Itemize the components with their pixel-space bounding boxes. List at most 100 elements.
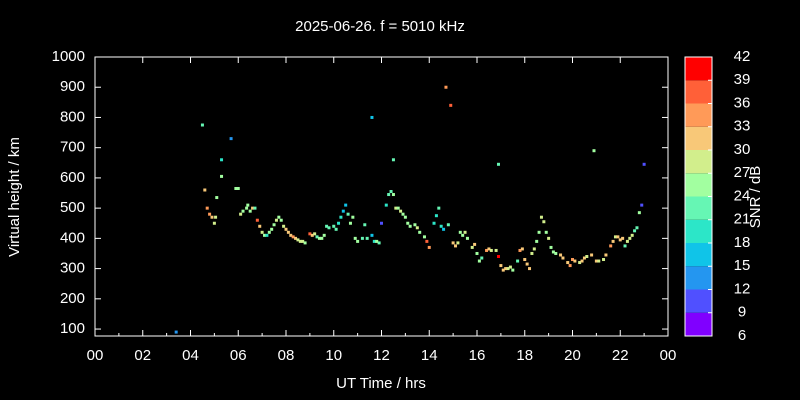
colorbar-band	[685, 243, 712, 267]
data-point	[496, 162, 500, 166]
data-point	[356, 239, 360, 243]
x-tick-label: 10	[325, 347, 342, 364]
data-point	[239, 212, 243, 216]
data-point	[418, 230, 422, 234]
data-point	[582, 256, 586, 260]
data-point	[317, 236, 321, 240]
colorbar-band	[685, 126, 712, 150]
data-point	[544, 230, 548, 234]
data-point	[494, 248, 498, 252]
data-point	[174, 330, 178, 334]
data-point	[623, 244, 627, 248]
x-tick-label: 22	[612, 347, 629, 364]
y-tick-label: 200	[60, 290, 85, 307]
x-tick-label: 04	[182, 347, 199, 364]
y-tick-label: 400	[60, 229, 85, 246]
data-point	[571, 258, 574, 262]
data-point	[616, 235, 620, 239]
data-point	[585, 255, 589, 259]
data-point	[320, 236, 324, 240]
data-point	[220, 158, 224, 162]
data-point	[401, 212, 405, 216]
data-point	[229, 137, 233, 141]
x-tick-label: 08	[278, 347, 295, 364]
data-point	[365, 236, 369, 240]
data-point	[613, 235, 617, 239]
data-point	[516, 259, 520, 263]
data-point	[525, 262, 529, 266]
data-point	[415, 226, 419, 230]
data-point	[399, 209, 403, 213]
colorbar-band	[685, 312, 712, 336]
data-point	[274, 218, 278, 222]
colorbar-tick-label: 9	[738, 304, 746, 321]
chart-title: 2025-06-26. f = 5010 kHz	[295, 18, 465, 35]
data-point	[236, 186, 240, 190]
data-point	[609, 244, 613, 248]
data-point	[539, 215, 543, 219]
data-point	[532, 247, 536, 251]
y-tick-label: 900	[60, 78, 85, 95]
data-point	[286, 230, 290, 234]
data-point	[637, 211, 641, 215]
colorbar-tick-label: 6	[738, 327, 746, 344]
data-point	[396, 206, 400, 210]
data-point	[344, 203, 348, 207]
data-point	[406, 221, 410, 225]
data-point	[220, 174, 224, 178]
data-point	[277, 215, 281, 219]
data-point	[208, 212, 212, 216]
x-tick-label: 18	[516, 347, 533, 364]
data-point	[511, 268, 515, 272]
data-point	[241, 209, 245, 213]
data-point	[313, 232, 317, 236]
data-point	[332, 224, 336, 228]
data-point	[370, 115, 374, 119]
data-point	[449, 103, 453, 107]
data-point	[520, 247, 524, 251]
data-point	[573, 259, 577, 263]
data-point	[611, 239, 615, 243]
x-tick-label: 16	[469, 347, 486, 364]
data-point	[246, 203, 250, 207]
colorbar-tick-label: 27	[734, 164, 751, 181]
data-point	[325, 224, 329, 228]
data-point	[205, 206, 209, 210]
data-point	[642, 162, 646, 166]
data-point	[394, 206, 398, 210]
data-point	[348, 221, 352, 225]
data-point	[578, 261, 582, 265]
data-point	[265, 233, 269, 237]
data-point	[594, 259, 598, 263]
data-point	[375, 239, 379, 243]
data-point	[298, 239, 302, 243]
data-point	[253, 206, 257, 210]
data-point	[377, 241, 381, 245]
x-tick-label: 12	[373, 347, 390, 364]
data-point	[327, 226, 331, 230]
data-point	[590, 253, 594, 257]
data-point	[251, 206, 255, 210]
data-point	[413, 223, 417, 227]
data-point	[308, 232, 312, 236]
data-point	[506, 267, 510, 271]
data-point	[279, 218, 283, 222]
data-point	[372, 239, 376, 243]
data-point	[461, 233, 465, 237]
data-point	[267, 230, 271, 234]
data-point	[566, 261, 570, 265]
data-point	[470, 245, 474, 249]
data-point	[282, 224, 286, 228]
colorbar-tick-label: 24	[734, 187, 751, 204]
data-point	[200, 123, 204, 127]
data-point	[489, 248, 493, 252]
colorbar-tick-label: 36	[734, 94, 751, 111]
data-point	[561, 256, 565, 260]
data-point	[403, 215, 407, 219]
data-point	[528, 267, 532, 271]
x-tick-label: 06	[230, 347, 247, 364]
colorbar-band	[685, 80, 712, 104]
data-point	[339, 215, 343, 219]
data-point	[523, 258, 527, 262]
